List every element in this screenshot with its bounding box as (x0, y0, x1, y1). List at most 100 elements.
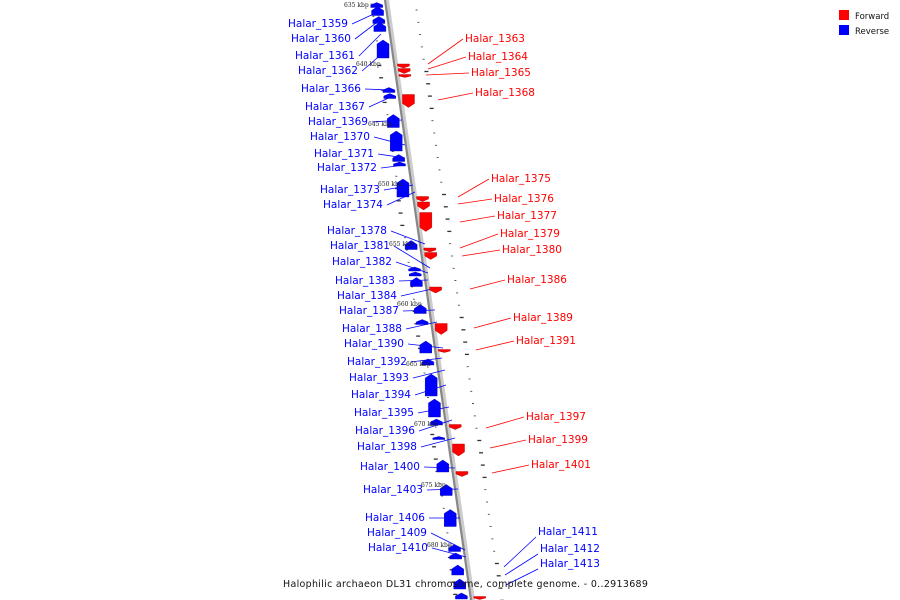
gene-label-reverse[interactable]: Halar_1387 (339, 305, 399, 317)
gene-label-reverse[interactable]: Halar_1362 (298, 65, 358, 77)
gene-label-reverse[interactable]: Halar_1393 (349, 372, 409, 384)
forward-gene-block[interactable] (429, 286, 442, 294)
gene-label-forward[interactable]: Halar_1399 (528, 434, 588, 446)
reverse-gene-block[interactable] (382, 87, 396, 93)
reverse-gene-block[interactable] (372, 16, 386, 24)
gene-label-reverse[interactable]: Halar_1410 (368, 542, 428, 554)
reverse-gene-block[interactable] (419, 340, 432, 354)
gene-label-reverse[interactable]: Halar_1369 (308, 116, 368, 128)
forward-gene-block[interactable] (398, 74, 412, 78)
reverse-gene-block[interactable] (415, 319, 429, 325)
gene-label-reverse[interactable]: Halar_1395 (354, 407, 414, 419)
reverse-gene-block[interactable] (440, 484, 453, 496)
gene-label-forward[interactable]: Halar_1375 (491, 173, 551, 185)
gene-label-forward[interactable]: Halar_1380 (502, 244, 562, 256)
gene-label-reverse[interactable]: Halar_1374 (323, 199, 383, 211)
forward-gene-block[interactable] (402, 94, 415, 108)
reverse-gene-block[interactable] (409, 271, 422, 277)
reverse-gene-block[interactable] (421, 358, 435, 366)
reverse-gene-block[interactable] (392, 154, 405, 162)
reverse-gene-block[interactable] (390, 130, 403, 152)
gene-label-reverse[interactable]: Halar_1409 (367, 527, 427, 539)
gene-label-forward[interactable]: Halar_1379 (500, 228, 560, 240)
gene-label-reverse[interactable]: Halar_1381 (330, 240, 390, 252)
gene-label-reverse[interactable]: Halar_1371 (314, 148, 374, 160)
forward-gene-block[interactable] (424, 252, 437, 260)
gene-label-reverse[interactable]: Halar_1372 (317, 162, 377, 174)
gene-label-forward[interactable]: Halar_1386 (507, 274, 567, 286)
gene-label-reverse[interactable]: Halar_1360 (291, 33, 351, 45)
gene-label-reverse[interactable]: Halar_1413 (540, 558, 600, 570)
forward-gene-block[interactable] (397, 63, 410, 69)
reverse-gene-block[interactable] (428, 398, 441, 418)
forward-gene-block[interactable] (438, 349, 451, 353)
reverse-gene-block[interactable] (393, 161, 406, 167)
gene-label-reverse[interactable]: Halar_1373 (320, 184, 380, 196)
leader-line (503, 536, 537, 568)
gene-label-reverse[interactable]: Halar_1370 (310, 131, 370, 143)
reverse-gene-block[interactable] (410, 277, 423, 287)
forward-gene-block[interactable] (473, 596, 486, 600)
forward-gene-block[interactable] (419, 212, 433, 232)
reverse-gene-block[interactable] (396, 178, 410, 198)
gene-label-reverse[interactable]: Halar_1388 (342, 323, 402, 335)
reverse-gene-block[interactable] (453, 578, 466, 590)
gene-label-forward[interactable]: Halar_1365 (471, 67, 531, 79)
gene-label-reverse[interactable]: Halar_1361 (295, 50, 355, 62)
gene-label-reverse[interactable]: Halar_1378 (327, 225, 387, 237)
gene-label-reverse[interactable]: Halar_1394 (351, 389, 411, 401)
reverse-gene-block[interactable] (436, 459, 449, 473)
reverse-gene-block[interactable] (373, 22, 387, 32)
reverse-gene-block[interactable] (387, 114, 400, 128)
reverse-gene-block[interactable] (444, 509, 457, 527)
gene-label-reverse[interactable]: Halar_1382 (332, 256, 392, 268)
gene-label-reverse[interactable]: Halar_1412 (540, 543, 600, 555)
reverse-gene-block[interactable] (451, 564, 464, 576)
forward-gene-block[interactable] (455, 471, 469, 477)
reverse-gene-block[interactable] (414, 304, 427, 314)
gene-label-forward[interactable]: Halar_1376 (494, 193, 554, 205)
forward-gene-block[interactable] (434, 323, 448, 335)
forward-gene-block[interactable] (417, 201, 430, 211)
gene-label-forward[interactable]: Halar_1363 (465, 33, 525, 45)
gene-label-forward[interactable]: Halar_1389 (513, 312, 573, 324)
gene-label-forward[interactable]: Halar_1368 (475, 87, 535, 99)
gene-label-reverse[interactable]: Halar_1400 (360, 461, 420, 473)
gene-label-forward[interactable]: Halar_1364 (468, 51, 528, 63)
reverse-gene-block[interactable] (449, 552, 462, 560)
gene-label-forward[interactable]: Halar_1391 (516, 335, 576, 347)
gene-label-reverse[interactable]: Halar_1366 (301, 83, 361, 95)
gene-label-reverse[interactable]: Halar_1392 (347, 356, 407, 368)
forward-gene-block[interactable] (449, 424, 462, 430)
kbp-marker: 645 kbp (368, 121, 393, 128)
reverse-gene-block[interactable] (371, 6, 384, 16)
gene-label-reverse[interactable]: Halar_1359 (288, 18, 348, 30)
reverse-gene-block[interactable] (424, 373, 438, 397)
gene-label-forward[interactable]: Halar_1401 (531, 459, 591, 471)
gene-label-reverse[interactable]: Halar_1383 (335, 275, 395, 287)
reverse-gene-block[interactable] (432, 436, 445, 440)
gene-label-forward[interactable]: Halar_1377 (497, 210, 557, 222)
forward-gene-block[interactable] (397, 68, 411, 74)
reverse-gene-block[interactable] (404, 240, 418, 250)
gene-label-reverse[interactable]: Halar_1384 (337, 290, 397, 302)
gene-label-forward[interactable]: Halar_1397 (526, 411, 586, 423)
gene-label-reverse[interactable]: Halar_1390 (344, 338, 404, 350)
gene-label-reverse[interactable]: Halar_1403 (363, 484, 423, 496)
forward-gene-block[interactable] (416, 196, 429, 202)
reverse-gene-block[interactable] (430, 418, 443, 426)
gene-label-reverse[interactable]: Halar_1367 (305, 101, 365, 113)
gene-label-reverse[interactable]: Halar_1398 (357, 441, 417, 453)
reverse-gene-block[interactable] (370, 2, 383, 8)
gene-label-reverse[interactable]: Halar_1396 (355, 425, 415, 437)
reverse-gene-block[interactable] (455, 592, 468, 600)
reverse-gene-block[interactable] (448, 544, 461, 552)
gene-label-reverse[interactable]: Halar_1411 (538, 526, 598, 538)
forward-gene-block[interactable] (423, 247, 437, 253)
reverse-gene-block[interactable] (408, 266, 421, 272)
gene-label-reverse[interactable]: Halar_1406 (365, 512, 425, 524)
forward-gene-block[interactable] (452, 443, 465, 457)
reverse-gene-block[interactable] (376, 39, 390, 59)
reverse-gene-block[interactable] (383, 93, 396, 99)
